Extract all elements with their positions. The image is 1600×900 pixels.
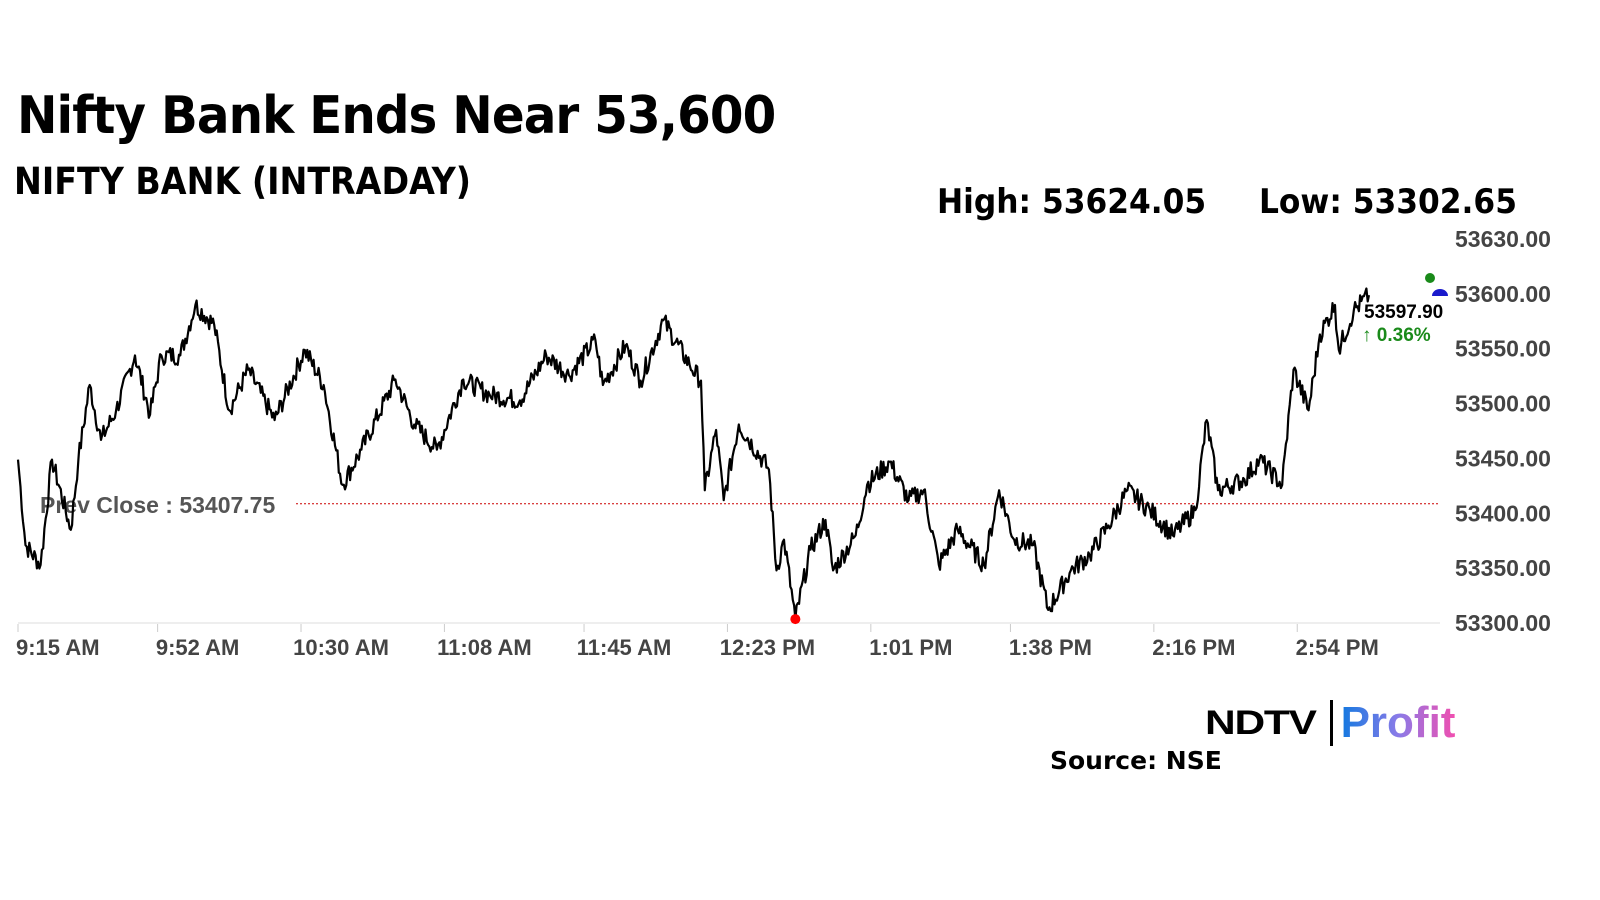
x-tick-label: 9:15 AM (16, 635, 100, 660)
x-tick-label: 2:16 PM (1152, 635, 1235, 660)
x-tick-label: 12:23 PM (720, 635, 815, 660)
logo-divider (1329, 700, 1333, 746)
y-tick-label: 53300.00 (1455, 610, 1551, 636)
y-tick-label: 53450.00 (1455, 445, 1551, 471)
last-marker (1432, 289, 1448, 296)
y-tick-label: 53550.00 (1455, 336, 1551, 362)
low-value: Low: 53302.65 (1259, 182, 1517, 222)
x-tick-label: 2:54 PM (1296, 635, 1379, 660)
y-tick-label: 53600.00 (1455, 281, 1551, 307)
price-line (16, 287, 1371, 621)
x-tick-label: 10:30 AM (293, 635, 389, 660)
x-tick-label: 1:38 PM (1009, 635, 1092, 660)
x-tick-label: 11:08 AM (437, 635, 532, 660)
high-marker (1425, 273, 1435, 283)
x-tick-label: 11:45 AM (577, 635, 672, 660)
last-value-label: 53597.90 (1364, 302, 1443, 323)
y-tick-label: 53630.00 (1455, 226, 1551, 252)
chart-subtitle: NIFTY BANK (INTRADAY) (14, 160, 472, 203)
source-label: Source: NSE (1050, 746, 1222, 775)
y-tick-label: 53350.00 (1455, 555, 1551, 581)
ndtv-profit-logo: NDTV Profit (1205, 698, 1455, 748)
change-label: ↑ 0.36% (1362, 325, 1431, 346)
high-value: High: 53624.05 (937, 182, 1207, 222)
low-marker (790, 614, 801, 625)
y-tick-label: 53400.00 (1455, 500, 1551, 526)
prev-close-label: Prev Close : 53407.75 (40, 492, 275, 518)
chart-title: Nifty Bank Ends Near 53,600 (17, 86, 776, 146)
x-tick-label: 1:01 PM (869, 635, 952, 660)
ndtv-logo-text: NDTV (1205, 703, 1317, 742)
y-tick-label: 53500.00 (1455, 391, 1551, 417)
x-tick-label: 9:52 AM (156, 635, 240, 660)
profit-logo-text: Profit (1340, 698, 1456, 747)
